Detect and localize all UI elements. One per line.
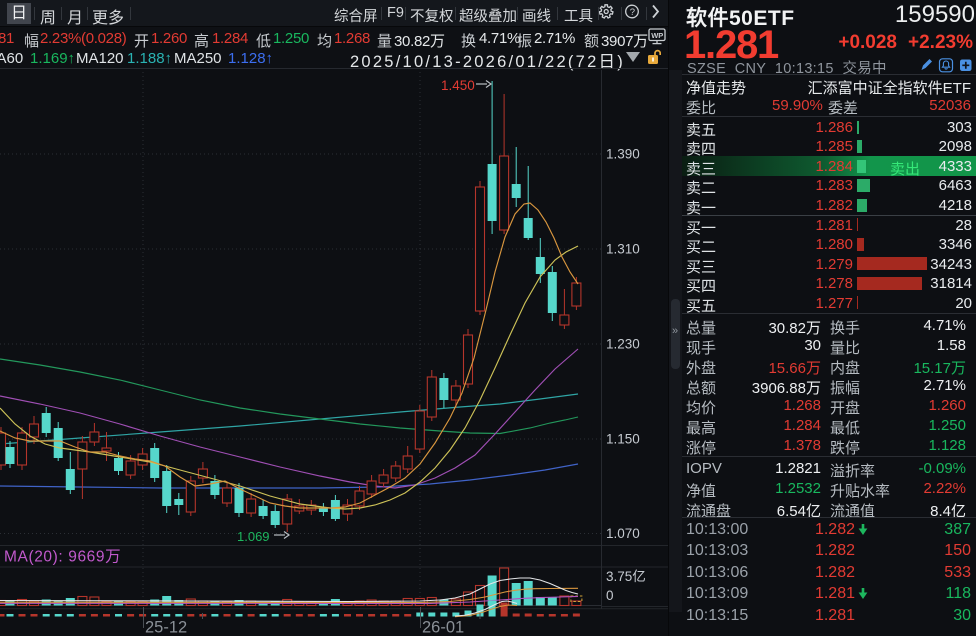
svg-text:MA(20): 9669万: MA(20): 9669万 <box>4 549 121 566</box>
svg-text:25-12: 25-12 <box>145 619 187 636</box>
svg-text:1.069: 1.069 <box>237 529 270 544</box>
svg-text:?: ? <box>630 7 635 18</box>
svg-text:0: 0 <box>606 588 614 603</box>
svg-text:1.230: 1.230 <box>606 337 640 352</box>
svg-text:1.390: 1.390 <box>606 147 640 162</box>
svg-text:1.070: 1.070 <box>606 526 640 541</box>
svg-text:1.310: 1.310 <box>606 242 640 257</box>
svg-text:3.75亿: 3.75亿 <box>606 569 646 584</box>
svg-text:1.450: 1.450 <box>441 78 475 93</box>
svg-text:26-01: 26-01 <box>422 619 464 636</box>
svg-text:WP: WP <box>651 31 663 40</box>
svg-text:1.150: 1.150 <box>606 432 640 447</box>
